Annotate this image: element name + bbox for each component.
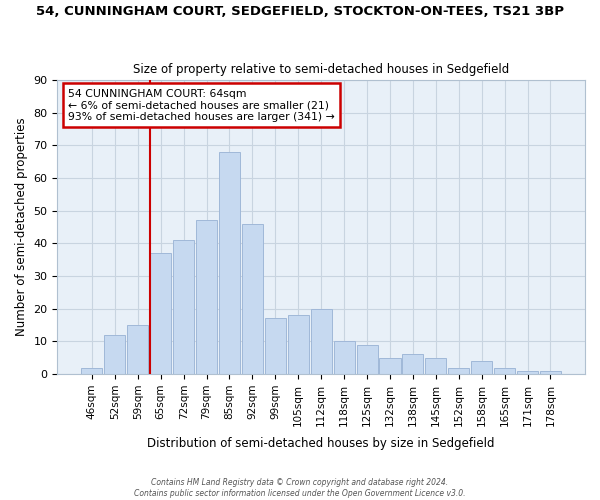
Text: 54 CUNNINGHAM COURT: 64sqm
← 6% of semi-detached houses are smaller (21)
93% of : 54 CUNNINGHAM COURT: 64sqm ← 6% of semi-…: [68, 89, 335, 122]
Bar: [356, 344, 377, 374]
Bar: [540, 371, 561, 374]
Bar: [127, 325, 148, 374]
Bar: [425, 358, 446, 374]
Bar: [288, 315, 309, 374]
Bar: [150, 253, 171, 374]
Bar: [242, 224, 263, 374]
Bar: [173, 240, 194, 374]
Bar: [104, 335, 125, 374]
Bar: [265, 318, 286, 374]
Y-axis label: Number of semi-detached properties: Number of semi-detached properties: [15, 118, 28, 336]
Bar: [471, 361, 492, 374]
Bar: [334, 342, 355, 374]
Bar: [82, 368, 103, 374]
Bar: [448, 368, 469, 374]
Text: 54, CUNNINGHAM COURT, SEDGEFIELD, STOCKTON-ON-TEES, TS21 3BP: 54, CUNNINGHAM COURT, SEDGEFIELD, STOCKT…: [36, 5, 564, 18]
Bar: [219, 152, 240, 374]
Bar: [196, 220, 217, 374]
Bar: [311, 308, 332, 374]
Title: Size of property relative to semi-detached houses in Sedgefield: Size of property relative to semi-detach…: [133, 63, 509, 76]
Bar: [403, 354, 424, 374]
X-axis label: Distribution of semi-detached houses by size in Sedgefield: Distribution of semi-detached houses by …: [148, 437, 495, 450]
Bar: [379, 358, 401, 374]
Bar: [517, 371, 538, 374]
Bar: [494, 368, 515, 374]
Text: Contains HM Land Registry data © Crown copyright and database right 2024.
Contai: Contains HM Land Registry data © Crown c…: [134, 478, 466, 498]
